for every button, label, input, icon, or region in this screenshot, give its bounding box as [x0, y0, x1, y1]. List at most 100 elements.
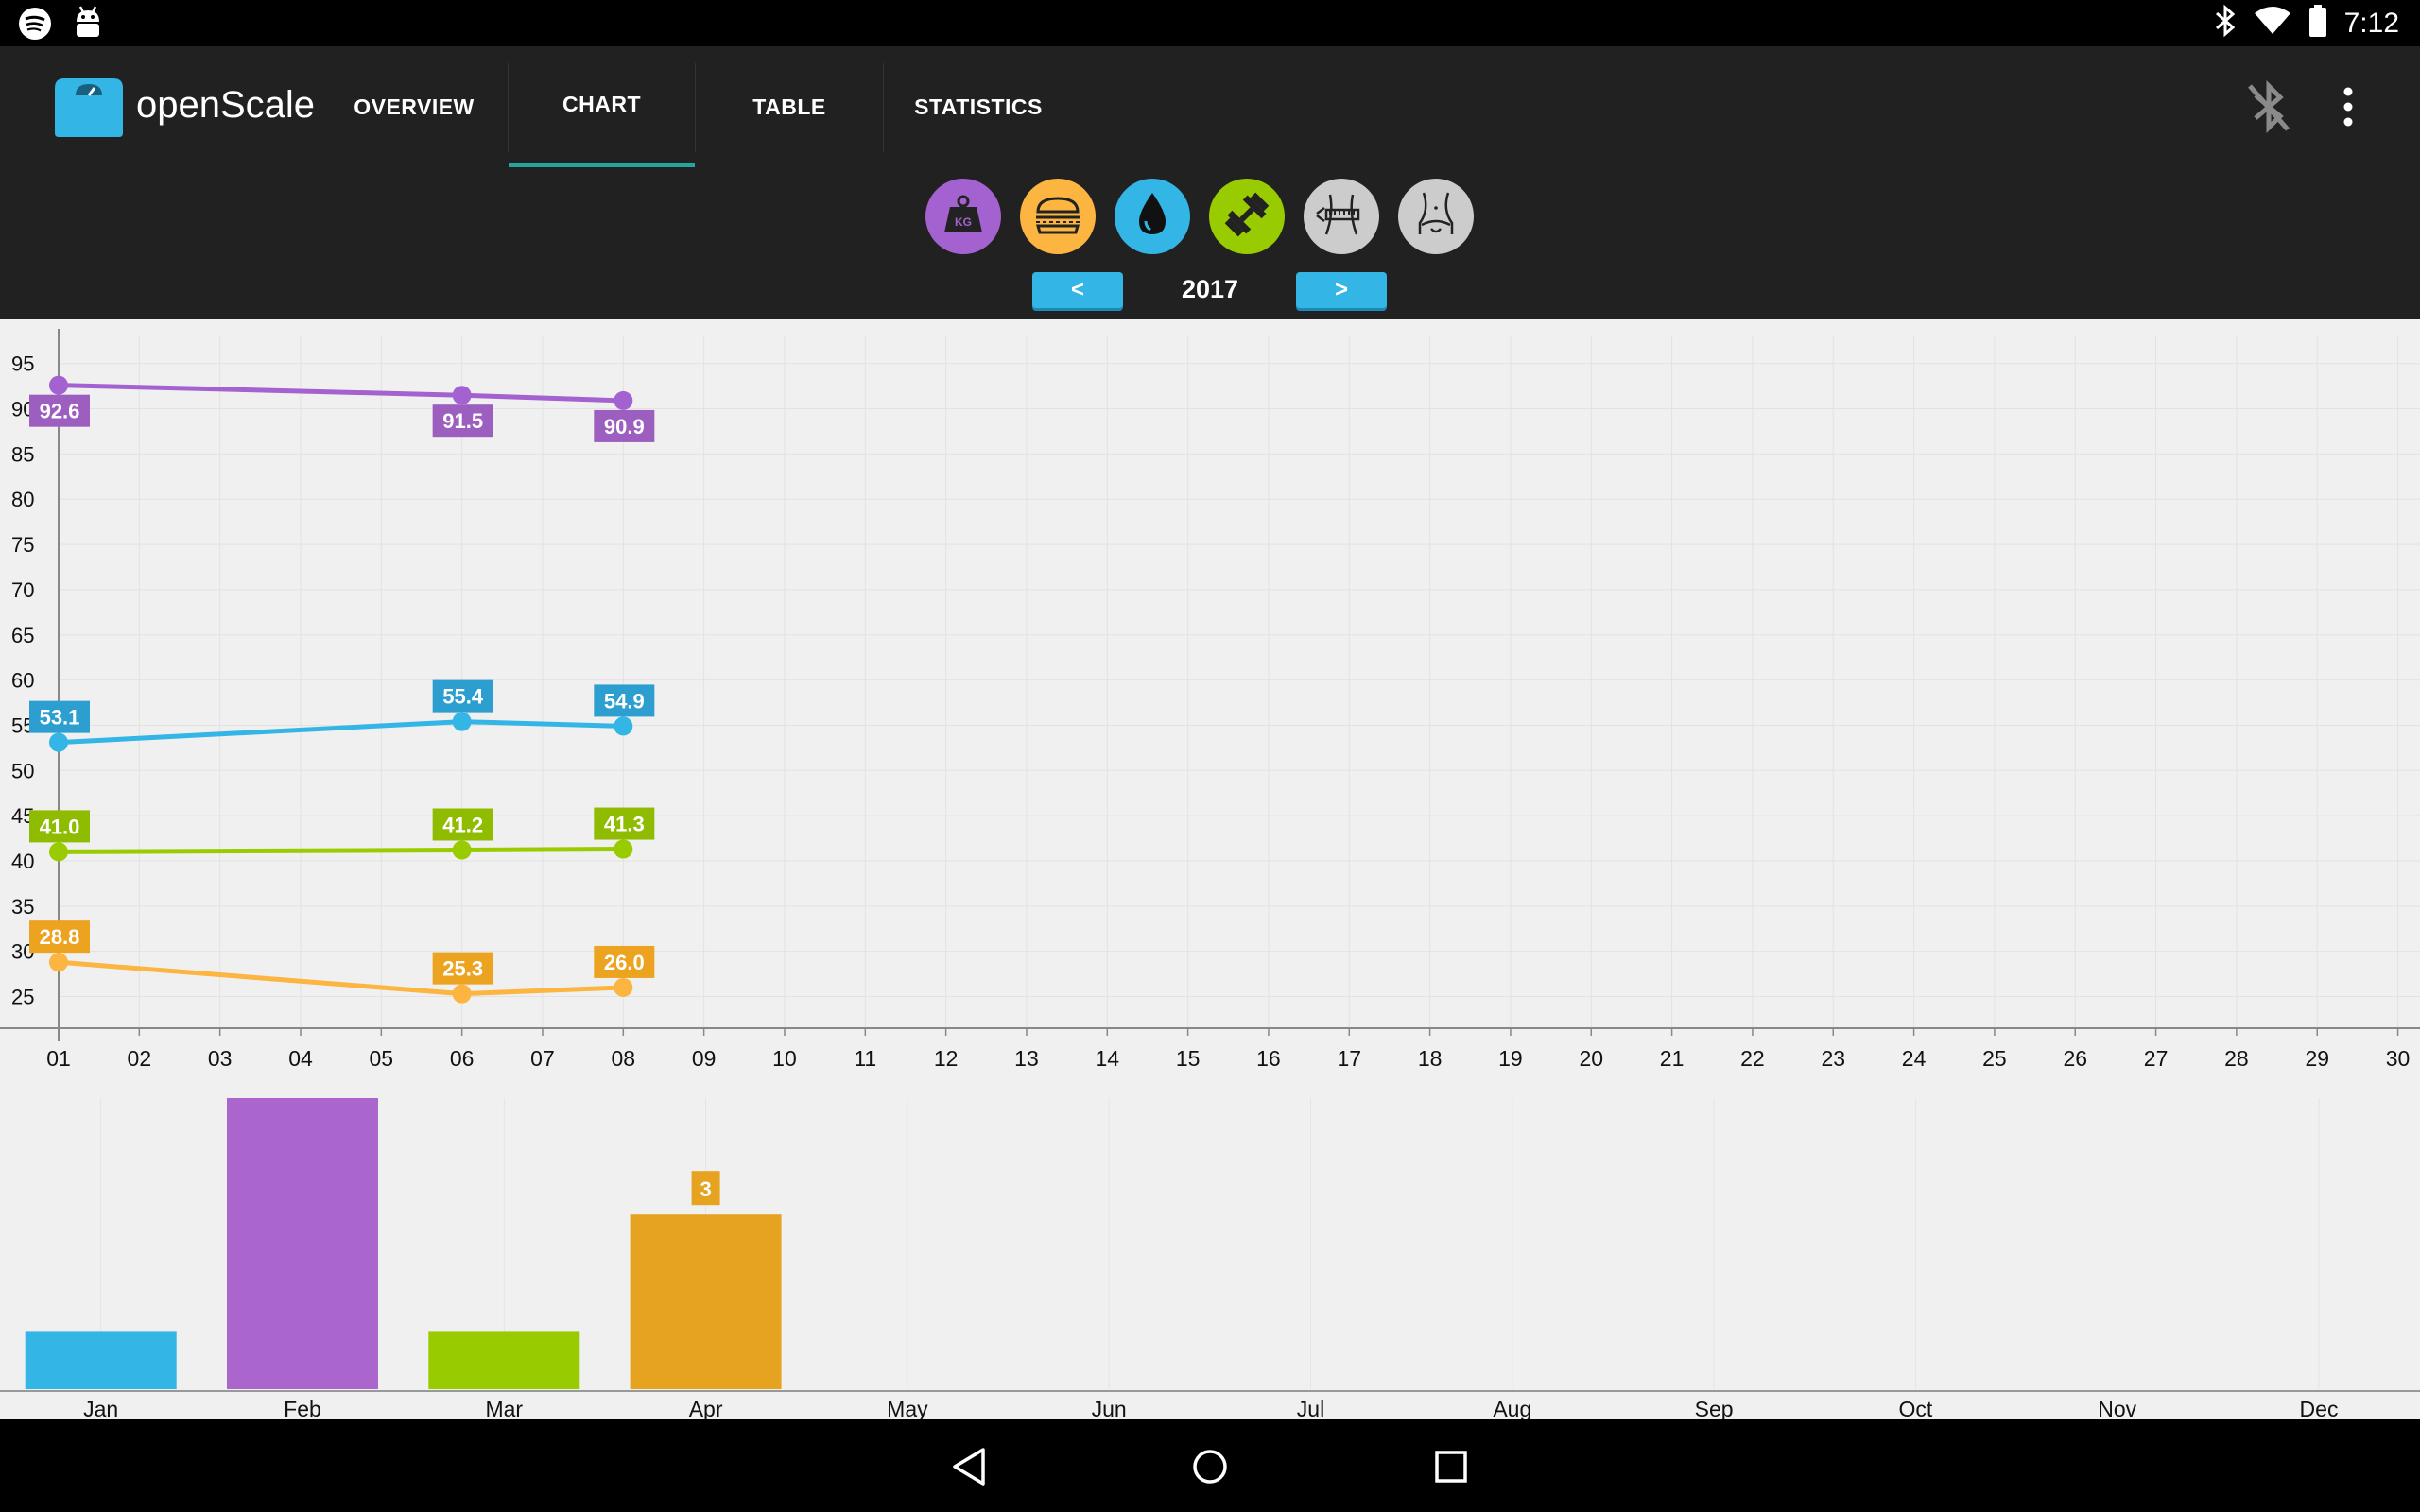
y-tick-label: 95: [11, 352, 34, 376]
x-tick-label: 17: [1337, 1046, 1361, 1071]
muscle-filter-button[interactable]: [1209, 179, 1285, 254]
x-tick-label: 08: [612, 1046, 636, 1071]
x-tick-label: 10: [772, 1046, 797, 1071]
kg-weight-icon: KG: [940, 191, 987, 243]
data-label: 41.3: [604, 813, 645, 836]
recents-icon[interactable]: [1433, 1449, 1469, 1489]
data-label-box: [432, 679, 493, 713]
data-point: [452, 712, 472, 731]
data-label: 28.8: [40, 925, 80, 949]
x-tick-label: 07: [530, 1046, 555, 1071]
data-label-box: [432, 404, 493, 438]
x-tick-label: 11: [854, 1046, 876, 1071]
series-line: [58, 847, 624, 854]
series-line: [58, 383, 624, 404]
tab-overview[interactable]: OVERVIEW: [344, 46, 484, 167]
data-point: [614, 839, 633, 859]
x-tick-label: 27: [2144, 1046, 2169, 1071]
data-label-box: [29, 700, 90, 733]
month-label: May: [887, 1397, 928, 1419]
data-label-box: [432, 952, 493, 985]
year-label: 2017: [1181, 275, 1239, 303]
water-drop-icon: [1132, 189, 1173, 245]
x-tick-label: 19: [1498, 1046, 1523, 1071]
data-point: [452, 840, 472, 860]
weight-filter-button[interactable]: KG: [925, 179, 1001, 254]
bar: [227, 1098, 378, 1389]
x-tick-label: 05: [370, 1046, 394, 1071]
x-tick-label: 23: [1821, 1046, 1845, 1071]
x-tick-label: 14: [1095, 1046, 1119, 1071]
tab-table[interactable]: TABLE: [696, 46, 883, 167]
series-line: [58, 959, 624, 997]
spotify-icon: [17, 6, 53, 46]
previous-year-button[interactable]: <: [1032, 272, 1123, 308]
month-label: Dec: [2300, 1397, 2339, 1419]
home-icon[interactable]: [1191, 1448, 1229, 1490]
wifi-icon: [2254, 6, 2291, 41]
month-label: Jan: [83, 1397, 118, 1419]
data-label-box: [594, 684, 655, 717]
android-debug-icon: [72, 6, 104, 46]
x-tick-label: 21: [1660, 1046, 1685, 1071]
tab-label: OVERVIEW: [354, 94, 475, 119]
bluetooth-disabled-icon[interactable]: [2242, 78, 2295, 140]
tab-divider: [695, 63, 696, 152]
tab-label: CHART: [562, 92, 641, 116]
waist-filter-button[interactable]: [1304, 179, 1379, 254]
y-tick-label: 35: [11, 895, 34, 919]
data-label: 26.0: [604, 951, 645, 974]
x-tick-label: 22: [1740, 1046, 1765, 1071]
burger-icon: [1032, 191, 1083, 243]
next-year-button[interactable]: >: [1296, 272, 1387, 308]
y-tick-label: 25: [11, 986, 34, 1009]
month-label: Sep: [1695, 1397, 1734, 1419]
x-tick-label: 03: [208, 1046, 233, 1071]
svg-text:KG: KG: [955, 215, 972, 229]
x-tick-label: 13: [1014, 1046, 1039, 1071]
more-vert-icon[interactable]: [2337, 86, 2360, 132]
monthly-bar-chart[interactable]: Jan Feb Mar 3 Apr May Jun Jul Aug Sep Oct Nov Dec: [0, 1085, 2420, 1419]
filter-bar: KG < 2017 >: [0, 167, 2420, 319]
data-point: [49, 732, 68, 752]
month-label: Apr: [689, 1397, 723, 1419]
x-tick-label: 06: [450, 1046, 475, 1071]
battery-icon: [2308, 4, 2327, 43]
back-icon[interactable]: [949, 1446, 991, 1492]
y-tick-label: 65: [11, 624, 34, 647]
x-tick-label: 28: [2224, 1046, 2249, 1071]
x-tick-label: 09: [692, 1046, 717, 1071]
x-tick-label: 25: [1982, 1046, 2007, 1071]
app-logo-icon: [51, 75, 127, 144]
bar-label-box: [691, 1171, 720, 1206]
x-tick-label: 02: [128, 1046, 152, 1071]
y-tick-label: 85: [11, 442, 34, 466]
data-point: [614, 390, 633, 410]
hip-filter-button[interactable]: [1398, 179, 1474, 254]
data-label: 92.6: [40, 400, 80, 423]
data-label: 54.9: [604, 689, 645, 713]
x-tick-label: 30: [2386, 1046, 2411, 1071]
previous-year-label: <: [1070, 277, 1084, 302]
data-point: [49, 842, 68, 862]
app-title: openScale: [136, 84, 316, 126]
tab-statistics[interactable]: STATISTICS: [884, 46, 1073, 167]
fat-filter-button[interactable]: [1020, 179, 1096, 254]
tab-label: STATISTICS: [914, 94, 1043, 119]
y-tick-label: 40: [11, 850, 34, 873]
next-year-label: >: [1334, 277, 1348, 302]
tab-divider: [508, 63, 509, 152]
dumbbell-icon: [1221, 189, 1272, 245]
y-tick-label: 80: [11, 488, 34, 511]
data-label-box: [594, 807, 655, 840]
bar: [630, 1214, 782, 1389]
water-filter-button[interactable]: [1115, 179, 1190, 254]
data-label-box: [594, 409, 655, 442]
data-label: 55.4: [442, 685, 484, 709]
tab-chart[interactable]: CHART: [509, 46, 695, 167]
data-label: 91.5: [442, 409, 483, 433]
tab-label: TABLE: [752, 94, 826, 119]
data-label: 90.9: [604, 415, 645, 438]
data-label: 41.0: [40, 815, 80, 838]
